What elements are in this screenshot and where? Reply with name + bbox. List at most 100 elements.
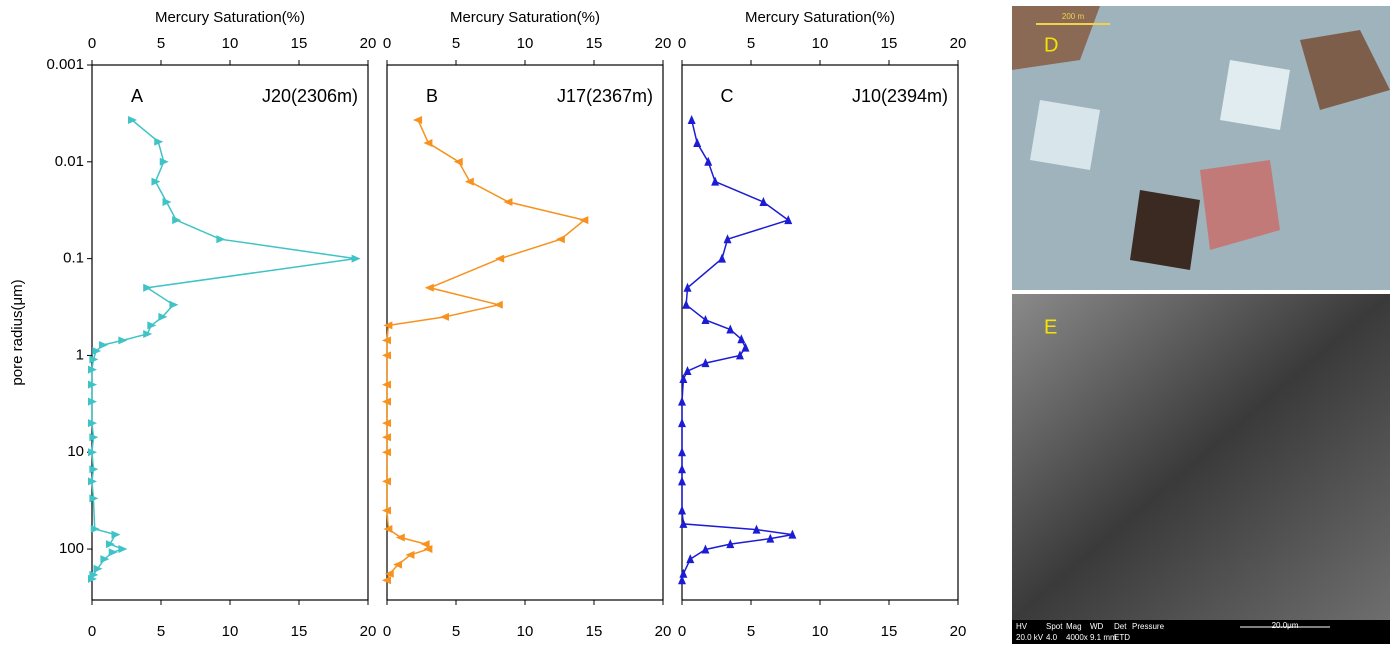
marker xyxy=(382,576,391,585)
x-tick-label: 5 xyxy=(747,35,755,52)
series-line xyxy=(91,119,356,580)
marker xyxy=(420,540,430,549)
photo-label: D xyxy=(1044,34,1058,56)
x-tick-label: 15 xyxy=(291,623,308,640)
marker xyxy=(495,254,505,263)
photo-label: E xyxy=(1044,316,1057,338)
marker xyxy=(678,505,686,515)
marker xyxy=(682,299,691,309)
marker xyxy=(105,540,115,549)
x-tick-label: 15 xyxy=(291,35,308,52)
series-line xyxy=(681,119,793,581)
well-label: J10(2394m) xyxy=(852,86,948,106)
y-tick-label: 0.1 xyxy=(63,250,84,267)
marker xyxy=(678,464,686,474)
marker xyxy=(424,283,434,292)
x-tick-label: 10 xyxy=(222,623,239,640)
scale-bar-label: 200 m xyxy=(1062,12,1085,21)
info-label: WD xyxy=(1090,622,1104,631)
x-tick-label: 20 xyxy=(360,623,377,640)
x-tick-label: 20 xyxy=(655,623,672,640)
marker xyxy=(88,574,97,583)
marker xyxy=(766,533,775,543)
marker xyxy=(111,530,121,539)
y-tick-label: 0.01 xyxy=(55,153,84,170)
x-tick-label: 15 xyxy=(881,35,898,52)
well-label: J17(2367m) xyxy=(557,86,653,106)
marker xyxy=(683,282,692,292)
marker xyxy=(678,575,686,585)
panel-label: C xyxy=(721,86,734,106)
marker xyxy=(90,524,100,533)
marker xyxy=(382,433,391,442)
marker xyxy=(678,418,686,428)
marker xyxy=(439,312,449,321)
marker xyxy=(162,197,172,206)
marker xyxy=(382,419,391,428)
marker xyxy=(579,216,589,225)
marker xyxy=(759,196,768,206)
x-tick-label: 10 xyxy=(222,35,239,52)
x-tick-label: 0 xyxy=(88,623,96,640)
marker xyxy=(679,373,688,383)
marker xyxy=(405,550,415,559)
x-tick-label: 20 xyxy=(950,623,967,640)
grain xyxy=(1030,100,1100,170)
marker xyxy=(693,138,702,148)
photo-d: 200 m D xyxy=(1012,6,1390,290)
x-tick-label: 0 xyxy=(678,623,686,640)
y-tick-label: 0.001 xyxy=(46,56,84,73)
x-tick-label: 10 xyxy=(812,623,829,640)
marker xyxy=(143,283,153,292)
marker xyxy=(788,529,797,539)
marker xyxy=(382,351,391,360)
info-bar xyxy=(1012,620,1390,644)
marker xyxy=(726,539,735,549)
well-label: J20(2306m) xyxy=(262,86,358,106)
marker xyxy=(216,235,226,244)
marker xyxy=(723,234,732,244)
y-tick-label: 10 xyxy=(67,443,84,460)
marker xyxy=(382,506,391,515)
marker xyxy=(701,314,710,324)
grain xyxy=(1220,60,1290,130)
marker xyxy=(503,197,513,206)
x-axis-title: Mercury Saturation(%) xyxy=(450,9,600,26)
marker xyxy=(88,448,97,457)
x-tick-label: 0 xyxy=(383,623,391,640)
x-tick-label: 15 xyxy=(586,623,603,640)
marker xyxy=(89,494,99,503)
marker xyxy=(159,157,169,166)
marker xyxy=(395,533,405,542)
info-label: Mag xyxy=(1066,622,1082,631)
marker xyxy=(92,346,102,355)
x-tick-label: 5 xyxy=(157,623,165,640)
grain xyxy=(1012,6,1100,70)
x-tick-label: 15 xyxy=(881,623,898,640)
scale-bar-label: 20.0μm xyxy=(1272,621,1299,630)
marker xyxy=(683,366,692,376)
marker xyxy=(678,447,686,457)
marker xyxy=(382,380,391,389)
marker xyxy=(493,300,503,309)
marker xyxy=(711,176,720,186)
grain xyxy=(1130,190,1200,270)
marker xyxy=(382,397,391,406)
marker xyxy=(89,433,99,442)
marker xyxy=(704,156,713,166)
marker xyxy=(686,554,695,564)
marker xyxy=(88,365,97,374)
marker xyxy=(99,340,109,349)
marker xyxy=(737,334,746,344)
marker xyxy=(172,216,182,225)
panel-label: B xyxy=(426,86,438,106)
marker xyxy=(678,396,686,406)
marker xyxy=(741,342,750,352)
info-label: Spot xyxy=(1046,622,1063,631)
marker xyxy=(88,477,97,486)
marker xyxy=(678,476,686,486)
marker xyxy=(555,235,565,244)
x-tick-label: 20 xyxy=(360,35,377,52)
